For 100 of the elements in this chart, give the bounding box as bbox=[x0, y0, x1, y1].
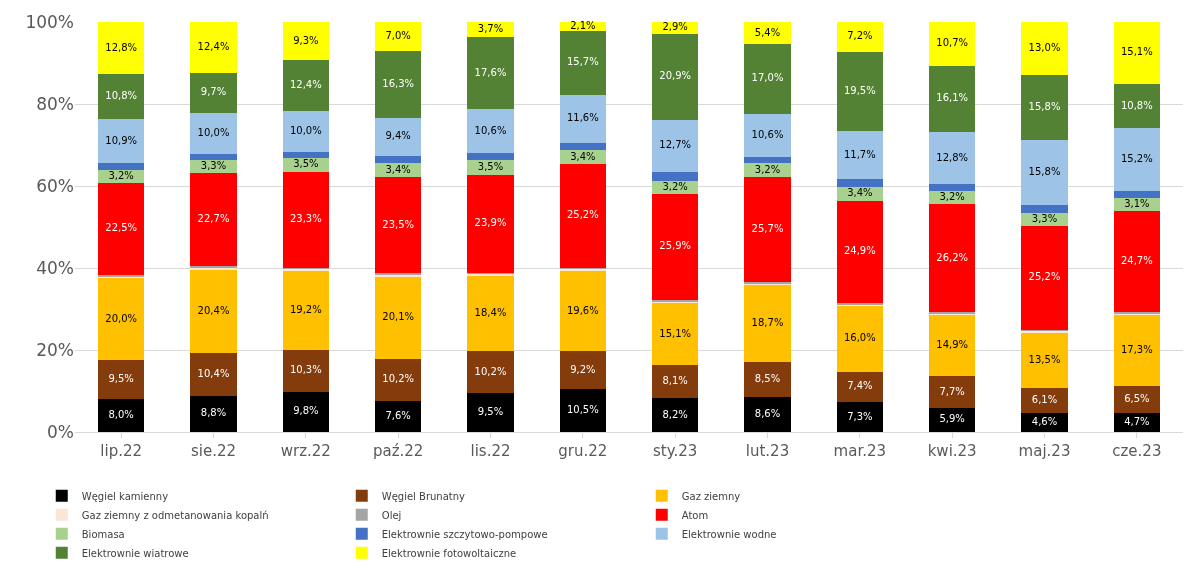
data-label: 10,3% bbox=[289, 364, 322, 376]
data-label: 24,9% bbox=[843, 245, 876, 257]
data-label: 15,2% bbox=[1120, 152, 1153, 164]
data-label: 3,7% bbox=[477, 23, 504, 35]
data-label: 3,2% bbox=[754, 163, 781, 175]
data-label: 4,7% bbox=[1124, 415, 1150, 427]
data-label: 8,8% bbox=[200, 407, 227, 419]
legend-label: Węgiel kamienny bbox=[81, 490, 169, 502]
data-label: 25,2% bbox=[566, 209, 599, 221]
data-label: 22,7% bbox=[197, 213, 230, 225]
x-tick-label: sty.23 bbox=[653, 442, 698, 460]
data-label: 20,1% bbox=[382, 311, 415, 323]
data-label: 10,6% bbox=[474, 124, 507, 136]
data-label: 10,9% bbox=[105, 134, 138, 146]
data-label: 3,1% bbox=[1124, 197, 1150, 209]
data-label: 3,2% bbox=[108, 169, 134, 181]
data-label: 23,3% bbox=[289, 213, 322, 225]
data-label: 18,4% bbox=[474, 307, 507, 319]
data-label: 7,2% bbox=[847, 30, 873, 42]
data-label: 9,5% bbox=[108, 373, 134, 385]
data-label: 12,8% bbox=[105, 41, 138, 53]
data-label: 16,3% bbox=[382, 77, 415, 89]
data-label: 7,4% bbox=[847, 380, 873, 392]
data-label: 20,4% bbox=[197, 304, 230, 316]
data-label: 10,0% bbox=[197, 126, 230, 138]
data-label: 20,0% bbox=[105, 312, 138, 324]
x-tick-label: lut.23 bbox=[745, 442, 790, 460]
data-label: 10,7% bbox=[936, 37, 969, 49]
y-tick-label: 0% bbox=[47, 421, 74, 442]
data-label: 13,5% bbox=[1028, 353, 1061, 365]
data-label: 5,9% bbox=[939, 413, 965, 425]
data-label: 7,0% bbox=[385, 29, 411, 41]
legend-label: Gaz ziemny z odmetanowania kopalń bbox=[81, 509, 269, 521]
data-label: 19,2% bbox=[289, 303, 322, 315]
data-label: 10,2% bbox=[474, 365, 507, 377]
data-label: 9,2% bbox=[570, 363, 596, 375]
data-label: 10,8% bbox=[105, 90, 138, 102]
legend-label: Elektrownie szczytowo-pompowe bbox=[381, 528, 548, 540]
data-label: 20,9% bbox=[659, 70, 692, 82]
legend-label: Gaz ziemny bbox=[681, 490, 741, 502]
data-label: 22,5% bbox=[105, 222, 138, 234]
data-label: 13,0% bbox=[1028, 42, 1061, 54]
data-label: 5,4% bbox=[754, 26, 781, 38]
data-label: 16,0% bbox=[843, 332, 876, 344]
data-label: 10,6% bbox=[751, 129, 784, 141]
data-label: 12,7% bbox=[659, 139, 692, 151]
data-label: 9,8% bbox=[293, 405, 319, 417]
data-label: 8,1% bbox=[662, 375, 688, 387]
data-label: 2,9% bbox=[662, 21, 688, 33]
legend-label: Elektrownie wiatrowe bbox=[81, 547, 189, 559]
data-label: 10,0% bbox=[289, 124, 322, 136]
data-label: 25,7% bbox=[751, 222, 784, 234]
data-label: 15,8% bbox=[1028, 101, 1061, 113]
data-label: 3,3% bbox=[200, 160, 227, 172]
data-label: 17,0% bbox=[751, 72, 784, 84]
x-tick-label: paź.22 bbox=[372, 442, 424, 460]
data-label: 9,4% bbox=[385, 130, 411, 142]
legend-label: Olej bbox=[381, 509, 402, 521]
data-label: 23,9% bbox=[474, 217, 507, 229]
data-label: 3,2% bbox=[939, 191, 965, 203]
data-label: 12,4% bbox=[197, 40, 230, 52]
data-label: 12,4% bbox=[289, 79, 322, 91]
data-label: 11,7% bbox=[843, 148, 876, 160]
data-label: 14,9% bbox=[936, 339, 969, 351]
data-label: 3,4% bbox=[847, 187, 873, 199]
data-label: 15,7% bbox=[566, 56, 599, 68]
data-label: 3,5% bbox=[477, 160, 504, 172]
data-label: 3,5% bbox=[293, 158, 319, 170]
data-label: 6,1% bbox=[1031, 394, 1058, 406]
data-label: 9,5% bbox=[477, 406, 504, 418]
data-label: 6,5% bbox=[1124, 392, 1150, 404]
data-label: 23,5% bbox=[382, 218, 415, 230]
data-label: 17,6% bbox=[474, 66, 507, 78]
data-label: 15,8% bbox=[1028, 165, 1061, 177]
data-label: 10,5% bbox=[566, 403, 599, 415]
x-tick-label: lis.22 bbox=[470, 442, 511, 460]
data-label: 16,1% bbox=[936, 92, 969, 104]
x-tick-label: wrz.22 bbox=[280, 442, 331, 460]
data-label: 26,2% bbox=[936, 251, 969, 263]
data-label: 8,5% bbox=[754, 372, 781, 384]
data-label: 9,3% bbox=[293, 34, 319, 46]
data-label: 12,8% bbox=[936, 151, 969, 163]
data-label: 25,9% bbox=[659, 240, 692, 252]
data-label: 2,1% bbox=[570, 19, 596, 31]
data-label: 8,6% bbox=[754, 407, 781, 419]
data-label: 7,3% bbox=[847, 410, 873, 422]
data-label: 7,6% bbox=[385, 409, 411, 421]
data-label: 10,2% bbox=[382, 373, 415, 385]
data-label: 3,4% bbox=[385, 163, 411, 175]
x-tick-label: mar.23 bbox=[833, 442, 887, 460]
legend-label: Węgiel Brunatny bbox=[381, 490, 466, 502]
data-label: 17,3% bbox=[1120, 344, 1153, 356]
data-label: 3,4% bbox=[570, 150, 596, 162]
data-label: 24,7% bbox=[1120, 254, 1153, 266]
data-label: 10,8% bbox=[1120, 99, 1153, 111]
data-label: 3,3% bbox=[1031, 212, 1058, 224]
data-label: 19,5% bbox=[843, 85, 876, 96]
data-label: 19,6% bbox=[566, 304, 599, 316]
data-label: 7,7% bbox=[939, 385, 965, 397]
x-tick-label: sie.22 bbox=[190, 442, 237, 460]
